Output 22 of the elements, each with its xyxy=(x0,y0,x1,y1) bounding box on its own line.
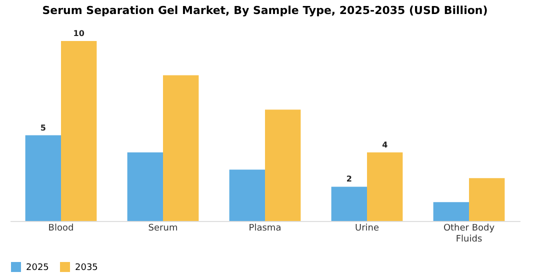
x-tick-label: Plasma xyxy=(248,224,282,234)
data-label: 4 xyxy=(382,140,388,150)
data-label: 5 xyxy=(40,123,46,132)
legend-label: 2025 xyxy=(26,263,49,273)
bar xyxy=(367,152,403,221)
x-tick-label: Urine xyxy=(354,224,380,234)
chart-title: Serum Separation Gel Market, By Sample Type, 2025-2035 (USD Billion) xyxy=(42,4,488,17)
data-label: 2 xyxy=(346,174,352,184)
bar xyxy=(25,135,61,221)
legend-label: 2035 xyxy=(75,263,98,273)
bar xyxy=(61,41,97,221)
bar xyxy=(163,75,199,221)
data-label: 10 xyxy=(73,29,85,38)
bar xyxy=(265,110,301,221)
x-tick-label: Other Body Fluids xyxy=(443,224,496,244)
bar xyxy=(229,170,265,221)
bar xyxy=(127,152,163,221)
x-tick-label: Serum xyxy=(148,224,178,234)
bar xyxy=(469,178,505,221)
x-tick-label: Blood xyxy=(48,224,74,234)
bar xyxy=(433,202,469,221)
bar xyxy=(331,186,367,221)
